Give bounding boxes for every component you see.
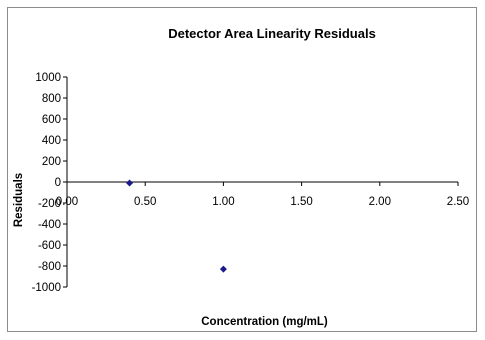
y-tick-label: 400 xyxy=(42,135,61,147)
x-tick-label: 0.50 xyxy=(134,196,156,208)
x-tick-label: 1.00 xyxy=(212,196,234,208)
y-tick-label: -600 xyxy=(38,240,61,252)
y-tick-label: -400 xyxy=(38,219,61,231)
x-tick-label: 2.00 xyxy=(369,196,391,208)
y-tick-label: 600 xyxy=(42,114,61,126)
data-point xyxy=(219,265,227,273)
data-points xyxy=(126,179,227,273)
y-tick-label: 200 xyxy=(42,156,61,168)
y-axis-title: Residuals xyxy=(13,173,25,227)
x-tick-label: 0.00 xyxy=(56,196,78,208)
x-tick-label: 2.50 xyxy=(447,196,469,208)
y-axis-ticks: 1000 800 600 400 200 0 -200 -400 -600 -800 -1000 xyxy=(32,72,67,294)
x-tick-label: 1.50 xyxy=(290,196,312,208)
y-tick-label: 1000 xyxy=(35,72,61,84)
y-tick-label: -200 xyxy=(38,198,61,210)
y-tick-label: 800 xyxy=(42,93,61,105)
y-tick-label: 0 xyxy=(55,177,61,189)
y-tick-label: -800 xyxy=(38,261,61,273)
x-axis-title: Concentration (mg/mL) xyxy=(201,316,328,328)
y-tick-label: -1000 xyxy=(32,282,61,294)
data-point xyxy=(126,179,134,187)
chart-frame xyxy=(7,7,477,332)
chart-title: Detector Area Linearity Residuals xyxy=(168,26,376,41)
x-axis-ticks: 0.00 0.50 1.00 1.50 2.00 2.50 xyxy=(56,182,469,208)
